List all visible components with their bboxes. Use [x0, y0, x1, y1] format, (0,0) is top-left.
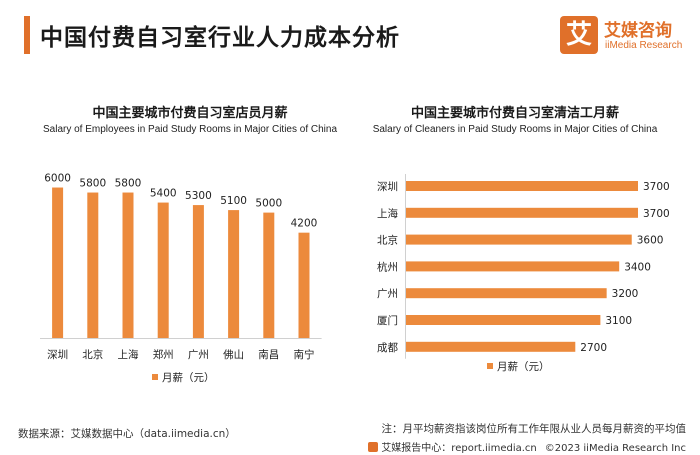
left-bar — [52, 187, 64, 338]
footnote: 注：月平均薪资指该岗位所有工作年限从业人员每月薪资的平均值 — [381, 423, 687, 435]
right-bar — [406, 341, 576, 352]
copyright: ©2023 iiMedia Research Inc — [544, 443, 686, 454]
left-bar — [157, 202, 169, 338]
left-bar-value-label: 6000 — [44, 173, 71, 185]
left-bar-value-label: 5800 — [79, 178, 106, 190]
right-bar-value-label: 3700 — [643, 208, 670, 220]
right-bar-value-label: 3600 — [637, 235, 664, 247]
right-bar — [406, 288, 607, 299]
left-bar — [298, 232, 310, 338]
mini-logo-icon — [368, 442, 379, 452]
right-category-label: 杭州 — [377, 260, 398, 273]
left-bar — [87, 192, 99, 338]
footer-bottom: 艾媒报告中心：report.iimedia.cn ©2023 iiMedia Re… — [368, 439, 686, 454]
right-bar-value-label: 3100 — [605, 315, 632, 327]
title-accent-bar — [24, 16, 30, 54]
data-source: 数据来源：艾媒数据中心（data.iimedia.cn） — [18, 428, 236, 440]
left-bar — [192, 205, 204, 338]
left-legend-label: 月薪（元） — [162, 372, 215, 384]
left-bar — [122, 192, 134, 338]
left-legend-swatch — [152, 374, 158, 380]
right-category-label: 厦门 — [377, 314, 398, 327]
right-chart-subtitle: Salary of Cleaners in Paid Study Rooms i… — [372, 124, 658, 135]
right-bar — [406, 315, 601, 325]
left-category-label: 深圳 — [47, 349, 68, 361]
right-category-label: 深圳 — [377, 181, 398, 193]
left-chart-title: 中国主要城市付费自习室店员月薪 — [92, 106, 288, 121]
left-bar-value-label: 5100 — [220, 195, 247, 207]
left-category-label: 南昌 — [258, 348, 279, 361]
right-bar-value-label: 3400 — [624, 261, 651, 273]
right-category-label: 北京 — [377, 234, 398, 247]
right-bar-value-label: 3700 — [643, 181, 670, 193]
left-category-label: 北京 — [82, 348, 103, 361]
right-category-label: 广州 — [377, 288, 398, 300]
page-title: 中国付费自习室行业人力成本分析 — [40, 25, 400, 51]
left-category-label: 佛山 — [223, 348, 244, 361]
right-bar-value-label: 3200 — [612, 288, 639, 300]
right-bar — [406, 234, 632, 245]
right-bar — [406, 207, 638, 218]
right-category-label: 上海 — [377, 207, 398, 220]
logo-cn-text: 艾媒咨询 — [604, 21, 672, 41]
report-center: 艾媒报告中心：report.iimedia.cn — [381, 443, 537, 454]
left-chart-subtitle: Salary of Employees in Paid Study Rooms … — [42, 124, 338, 135]
left-bar — [263, 212, 275, 338]
right-bar — [406, 261, 620, 272]
right-bar — [406, 181, 638, 191]
logo-en-text: iiMedia Research — [605, 40, 683, 51]
left-category-label: 郑州 — [153, 348, 174, 361]
left-bar-value-label: 5000 — [255, 198, 282, 210]
right-chart-title: 中国主要城市付费自习室清洁工月薪 — [410, 106, 619, 121]
brand-logo: 艾 艾媒咨询 iiMedia Research — [560, 14, 690, 58]
left-category-label: 广州 — [188, 349, 209, 361]
left-category-label: 上海 — [118, 348, 139, 361]
left-bar-value-label: 4200 — [291, 218, 318, 230]
logo-mark: 艾 — [560, 16, 598, 54]
left-bar-value-label: 5300 — [185, 190, 212, 202]
right-category-label: 成都 — [377, 342, 398, 354]
right-legend-label: 月薪（元） — [497, 361, 550, 373]
right-legend-swatch — [487, 363, 493, 369]
left-bar — [228, 210, 240, 338]
left-bar-value-label: 5800 — [115, 178, 142, 190]
right-bar-value-label: 2700 — [580, 342, 607, 354]
left-category-label: 南宁 — [294, 348, 315, 361]
left-bar-value-label: 5400 — [150, 188, 177, 200]
